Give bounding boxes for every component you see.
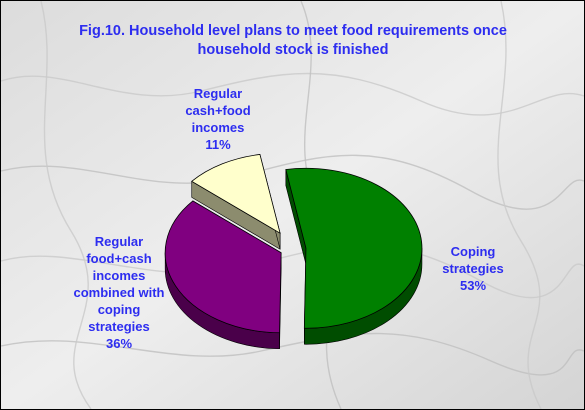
slice-3-category-label: Regular: [194, 86, 242, 101]
slice-2-value-label: 36%: [106, 336, 132, 351]
pie-slice-1: [285, 167, 423, 329]
marble-vein: [40, 1, 92, 409]
slice-3-value-label: 11%: [205, 137, 231, 152]
slice-1-category-label: Coping: [451, 244, 496, 259]
pie-slice-3: [191, 153, 281, 235]
slice-labels: Coping strategies 53% Regular food+cash incom…: [74, 86, 504, 351]
marble-vein: [1, 154, 584, 210]
slice-1-category-label: strategies: [442, 261, 503, 276]
pie-slices: [164, 153, 423, 350]
chart-title-line-1: Fig.10. Household level plans to meet fo…: [79, 23, 507, 39]
slice-2-category-label: Regular: [95, 234, 143, 249]
slice-3-category-label: incomes: [192, 120, 245, 135]
chart-title-line-2: household stock is finished: [198, 42, 389, 58]
marble-vein: [1, 72, 584, 116]
slice-2-category-label: coping: [98, 302, 141, 317]
slice-3-category-label: cash+food: [185, 103, 250, 118]
slice-1-value-label: 53%: [460, 278, 486, 293]
marble-vein: [497, 1, 542, 409]
pie-slice-2: [164, 200, 282, 334]
slice-2-category-label: combined with: [74, 285, 165, 300]
slice-2-category-label: food+cash: [86, 251, 151, 266]
slice-2-category-label: incomes: [93, 268, 146, 283]
slice-2-category-label: strategies: [88, 319, 149, 334]
